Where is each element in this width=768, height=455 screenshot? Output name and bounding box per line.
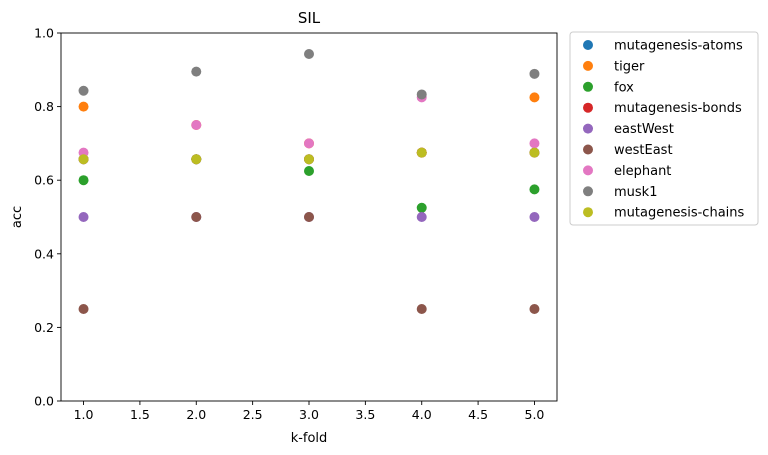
- legend-item: eastWest: [583, 122, 674, 137]
- legend-label: mutagenesis-chains: [614, 206, 745, 221]
- legend-marker: [583, 60, 593, 71]
- data-point: [304, 138, 314, 149]
- legend-marker: [583, 123, 593, 134]
- x-tick-label: 5.0: [525, 407, 545, 422]
- legend-marker: [583, 144, 593, 155]
- data-point: [529, 212, 540, 222]
- x-tick-label: 4.0: [412, 407, 432, 422]
- legend-marker: [583, 207, 593, 218]
- legend: mutagenesis-atoms tiger fox mutagenesis-bon…: [569, 31, 759, 226]
- legend-item: mutagenesis-chains: [583, 206, 745, 221]
- legend-item: mutagenesis-atoms: [583, 39, 743, 54]
- data-point: [304, 48, 314, 59]
- data-point: [78, 101, 89, 112]
- data-point: [416, 304, 427, 314]
- chart-title: SIL: [298, 9, 321, 27]
- data-point: [78, 154, 89, 165]
- legend-item: mutagenesis-bonds: [583, 101, 742, 116]
- y-tick-label: 0.8: [34, 99, 54, 114]
- legend-label: musk1: [614, 185, 657, 200]
- data-point: [529, 147, 540, 158]
- data-point: [191, 120, 202, 130]
- legend-item: musk1: [583, 185, 657, 200]
- legend-label: tiger: [614, 59, 645, 74]
- legend-item: fox: [583, 80, 634, 95]
- x-tick-label: 1.5: [130, 407, 150, 422]
- data-point: [529, 304, 540, 314]
- data-point: [529, 138, 540, 149]
- legend-label: mutagenesis-atoms: [614, 39, 743, 54]
- data-point: [304, 154, 314, 165]
- data-point: [416, 89, 427, 100]
- y-tick-label: 0.2: [34, 320, 54, 335]
- legend-label: mutagenesis-bonds: [614, 101, 742, 116]
- legend-item: westEast: [583, 143, 673, 158]
- x-tick-label: 1.0: [74, 407, 94, 422]
- legend-marker: [583, 40, 593, 50]
- x-tick-label: 3.0: [299, 407, 319, 422]
- x-tick-label: 2.0: [186, 407, 206, 422]
- data-point: [191, 66, 202, 77]
- plot-area: 1.0 1.5 2.0 2.5 3.0 3.5 4.0 4.5 5.0 0.0 0.2 0.4 0.6 0…: [34, 26, 558, 422]
- y-tick-label: 0.0: [34, 394, 54, 409]
- series-mutagenesis-chains: [78, 147, 540, 165]
- data-point: [78, 85, 89, 96]
- legend-label: eastWest: [614, 122, 674, 137]
- data-point: [416, 212, 427, 222]
- series-westEast: [78, 212, 540, 314]
- legend-box: [569, 31, 759, 226]
- data-point: [78, 175, 89, 186]
- legend-label: fox: [614, 80, 634, 95]
- series-elephant: [78, 92, 540, 158]
- legend-marker: [583, 102, 593, 113]
- data-point: [529, 184, 540, 195]
- data-point: [529, 68, 540, 79]
- y-axis-label: acc: [10, 206, 25, 228]
- legend-item: tiger: [583, 59, 645, 74]
- legend-item: elephant: [583, 164, 671, 179]
- x-tick-label: 4.5: [468, 407, 488, 422]
- data-point: [416, 147, 427, 158]
- data-point: [304, 166, 314, 176]
- legend-marker: [583, 186, 593, 197]
- legend-label: westEast: [614, 143, 673, 158]
- data-point: [191, 212, 202, 222]
- data-point: [78, 304, 89, 314]
- data-point: [191, 154, 202, 165]
- x-axis-label: k-fold: [291, 431, 328, 446]
- legend-marker: [583, 81, 593, 92]
- data-point: [416, 202, 427, 213]
- y-tick-label: 1.0: [34, 26, 54, 41]
- x-tick-label: 3.5: [355, 407, 375, 422]
- y-tick-label: 0.4: [34, 246, 54, 261]
- legend-marker: [583, 165, 593, 176]
- y-tick-label: 0.6: [34, 173, 54, 188]
- data-point: [304, 212, 314, 222]
- data-point: [78, 212, 89, 222]
- series-musk1: [78, 48, 540, 100]
- legend-label: elephant: [614, 164, 671, 179]
- data-point: [529, 92, 540, 103]
- x-tick-label: 2.5: [243, 407, 263, 422]
